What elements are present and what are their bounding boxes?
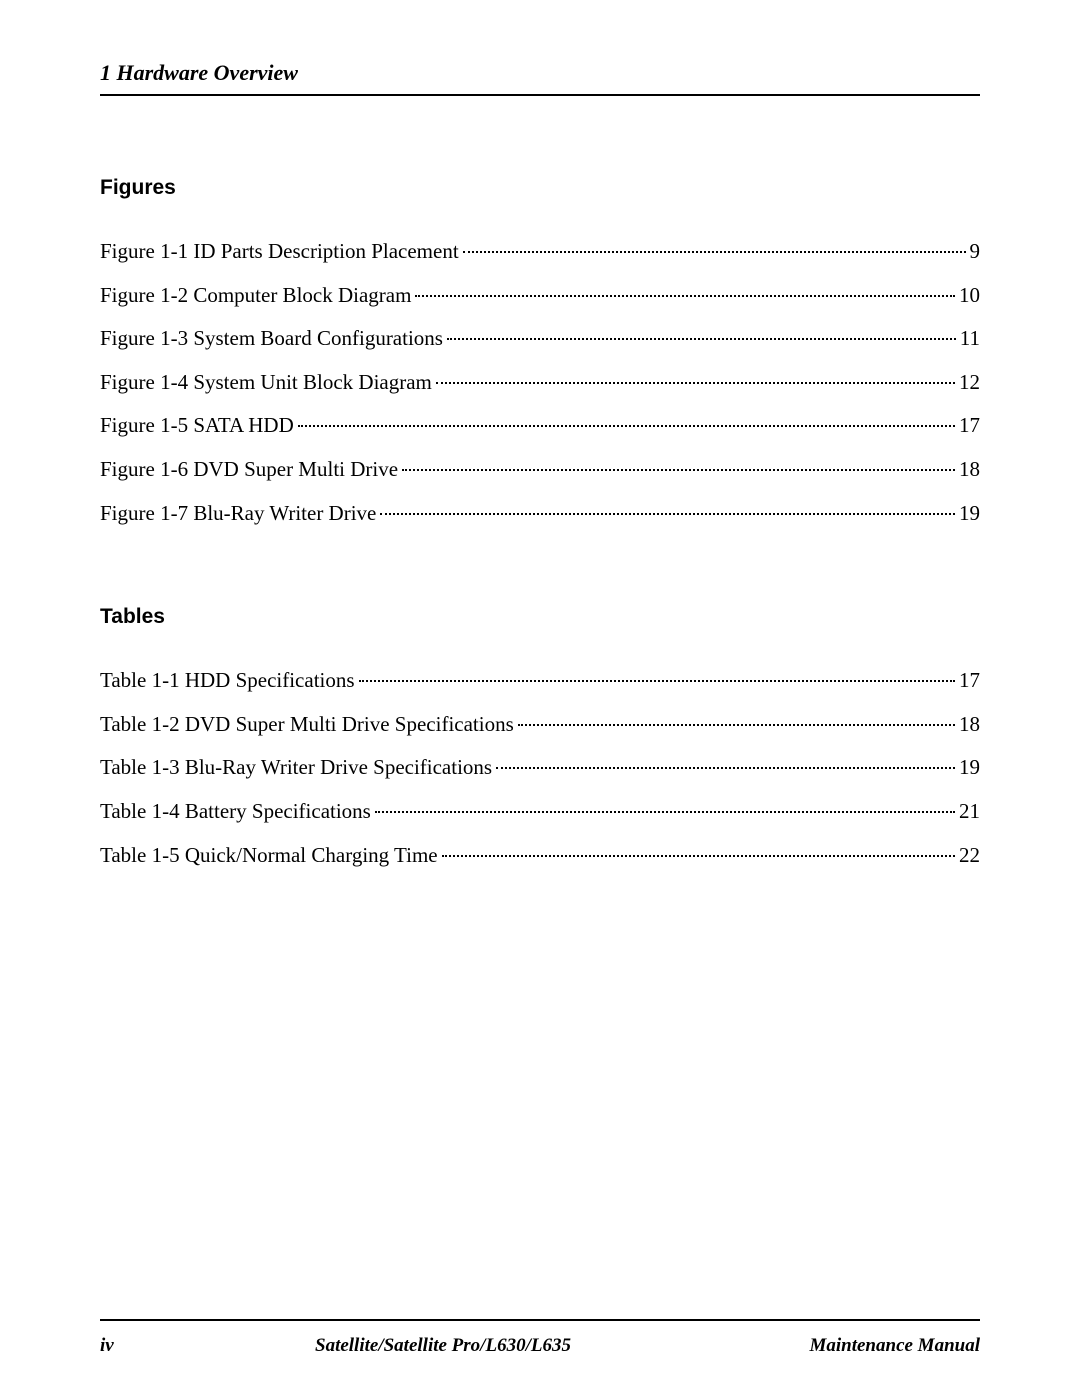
- toc-entry: Figure 1-3 System Board Configurations 1…: [100, 322, 980, 356]
- tables-heading: Tables: [100, 605, 980, 629]
- toc-page: 17: [959, 664, 980, 698]
- toc-entry: Figure 1-5 SATA HDD 17: [100, 409, 980, 443]
- dot-leader: [375, 811, 955, 813]
- dot-leader: [298, 425, 955, 427]
- page-header: 1 Hardware Overview: [100, 60, 980, 96]
- dot-leader: [447, 338, 956, 340]
- toc-label: Figure 1-6 DVD Super Multi Drive: [100, 453, 398, 487]
- toc-label: Figure 1-5 SATA HDD: [100, 409, 294, 443]
- toc-page: 21: [959, 795, 980, 829]
- toc-entry: Table 1-3 Blu-Ray Writer Drive Specifica…: [100, 751, 980, 785]
- toc-page: 18: [959, 708, 980, 742]
- toc-label: Table 1-1 HDD Specifications: [100, 664, 355, 698]
- toc-label: Table 1-5 Quick/Normal Charging Time: [100, 839, 438, 873]
- toc-label: Table 1-3 Blu-Ray Writer Drive Specifica…: [100, 751, 492, 785]
- page-footer: iv Satellite/Satellite Pro/L630/L635 Mai…: [100, 1319, 980, 1357]
- toc-page: 19: [959, 497, 980, 531]
- toc-label: Figure 1-1 ID Parts Description Placemen…: [100, 235, 459, 269]
- toc-label: Figure 1-7 Blu-Ray Writer Drive: [100, 497, 376, 531]
- toc-entry: Figure 1-7 Blu-Ray Writer Drive 19: [100, 497, 980, 531]
- toc-page: 17: [959, 409, 980, 443]
- toc-label: Figure 1-3 System Board Configurations: [100, 322, 443, 356]
- dot-leader: [442, 855, 955, 857]
- toc-entry: Figure 1-4 System Unit Block Diagram 12: [100, 366, 980, 400]
- figures-section: Figures Figure 1-1 ID Parts Description …: [100, 176, 980, 530]
- toc-label: Table 1-2 DVD Super Multi Drive Specific…: [100, 708, 514, 742]
- dot-leader: [496, 767, 955, 769]
- toc-page: 11: [960, 322, 980, 356]
- dot-leader: [359, 680, 955, 682]
- figures-heading: Figures: [100, 176, 980, 200]
- footer-product: Satellite/Satellite Pro/L630/L635: [315, 1335, 809, 1357]
- chapter-title: 1 Hardware Overview: [100, 60, 980, 86]
- toc-entry: Table 1-2 DVD Super Multi Drive Specific…: [100, 708, 980, 742]
- toc-entry: Table 1-1 HDD Specifications 17: [100, 664, 980, 698]
- toc-entry: Figure 1-6 DVD Super Multi Drive 18: [100, 453, 980, 487]
- dot-leader: [518, 724, 955, 726]
- toc-page: 10: [959, 279, 980, 313]
- dot-leader: [402, 469, 955, 471]
- footer-page-number: iv: [100, 1335, 315, 1357]
- footer-doctype: Maintenance Manual: [809, 1335, 980, 1357]
- toc-page: 22: [959, 839, 980, 873]
- figures-list: Figure 1-1 ID Parts Description Placemen…: [100, 235, 980, 530]
- dot-leader: [436, 382, 955, 384]
- dot-leader: [463, 251, 966, 253]
- footer-content: iv Satellite/Satellite Pro/L630/L635 Mai…: [100, 1335, 980, 1357]
- toc-page: 18: [959, 453, 980, 487]
- dot-leader: [380, 513, 955, 515]
- toc-page: 19: [959, 751, 980, 785]
- toc-page: 9: [970, 235, 981, 269]
- toc-label: Figure 1-4 System Unit Block Diagram: [100, 366, 432, 400]
- tables-list: Table 1-1 HDD Specifications 17 Table 1-…: [100, 664, 980, 872]
- toc-entry: Table 1-4 Battery Specifications 21: [100, 795, 980, 829]
- toc-entry: Figure 1-1 ID Parts Description Placemen…: [100, 235, 980, 269]
- tables-section: Tables Table 1-1 HDD Specifications 17 T…: [100, 605, 980, 872]
- dot-leader: [415, 295, 955, 297]
- toc-entry: Table 1-5 Quick/Normal Charging Time 22: [100, 839, 980, 873]
- toc-page: 12: [959, 366, 980, 400]
- toc-label: Figure 1-2 Computer Block Diagram: [100, 279, 411, 313]
- toc-entry: Figure 1-2 Computer Block Diagram 10: [100, 279, 980, 313]
- toc-label: Table 1-4 Battery Specifications: [100, 795, 371, 829]
